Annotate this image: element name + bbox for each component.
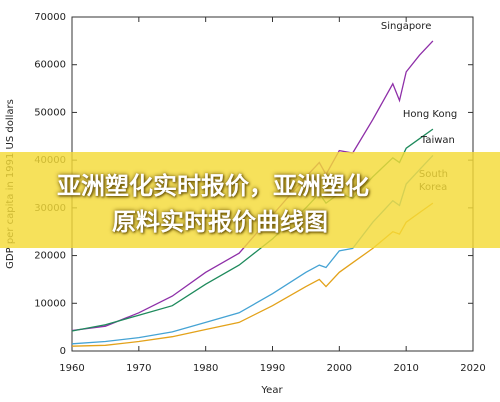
series-label: Singapore	[380, 20, 432, 32]
series-label: Taiwan	[420, 135, 455, 147]
x-tick-label: 1990	[260, 363, 285, 374]
x-tick-label: 1960	[59, 363, 84, 374]
y-tick-label: 70000	[34, 12, 66, 23]
y-tick-label: 60000	[34, 60, 66, 71]
y-tick-label: 20000	[34, 251, 66, 262]
y-tick-label: 50000	[34, 107, 66, 118]
y-tick-label: 0	[60, 346, 66, 357]
x-axis-label: Year	[260, 385, 283, 396]
series-label: Hong Kong	[402, 109, 458, 121]
y-tick-label: 10000	[34, 298, 66, 309]
banner-line: 原料实时报价曲线图	[112, 208, 328, 236]
banner-line: 亚洲塑化实时报价，亚洲塑化	[57, 172, 369, 200]
x-tick-label: 1970	[126, 363, 151, 374]
x-tick-label: 2010	[393, 363, 418, 374]
x-tick-label: 2000	[327, 363, 352, 374]
banner: 亚洲塑化实时报价，亚洲塑化 原料实时报价曲线图	[0, 152, 500, 248]
x-tick-label: 1980	[193, 363, 218, 374]
x-tick-label: 2020	[460, 363, 485, 374]
